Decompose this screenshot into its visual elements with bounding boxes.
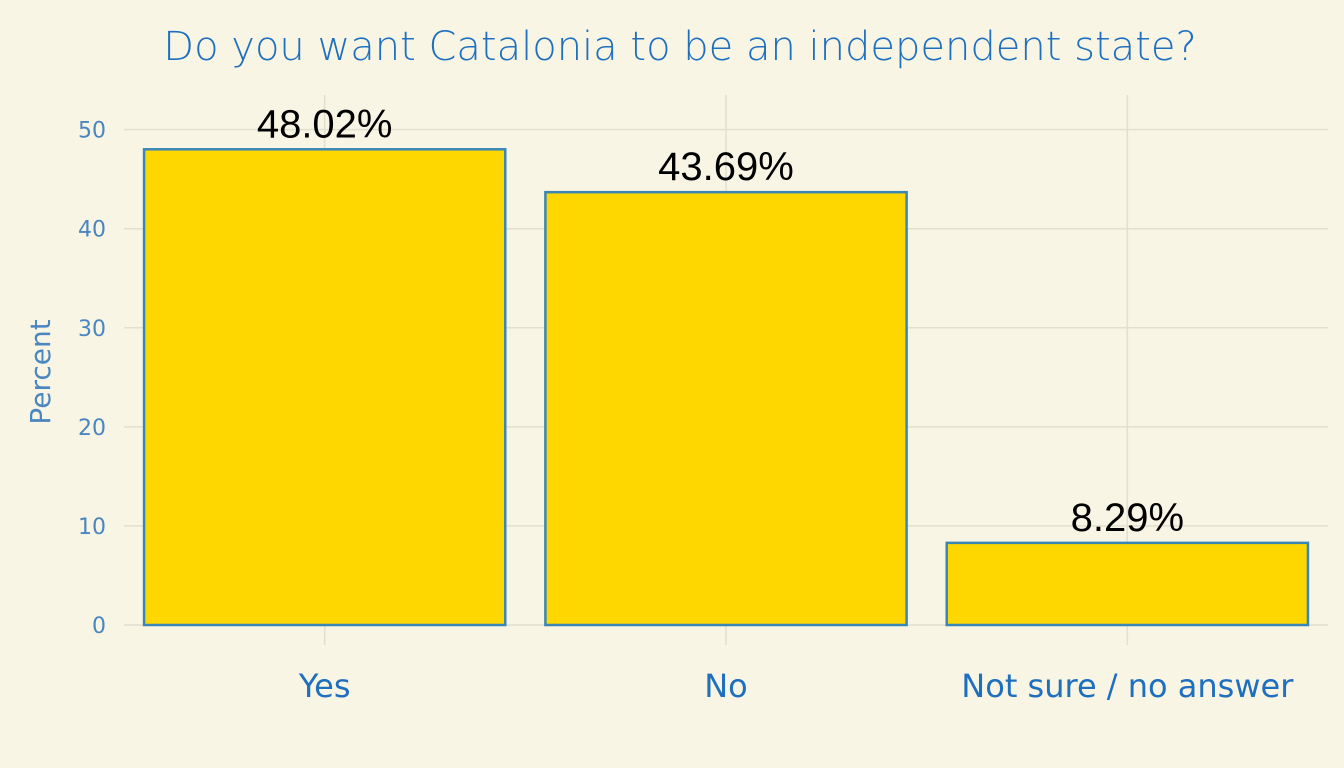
y-tick-label: 10 (78, 515, 106, 540)
x-tick-label-2: No (704, 667, 748, 705)
data-label-3: 8.29% (1071, 496, 1184, 540)
bar-2 (544, 190, 908, 627)
data-label-2: 43.69% (658, 145, 794, 189)
y-tick-label: 40 (78, 218, 106, 243)
bar-1 (142, 148, 507, 627)
y-axis-ticks: 0 10 20 30 40 50 (78, 119, 106, 639)
bar-3 (945, 541, 1310, 627)
x-tick-label-1: Yes (298, 667, 351, 705)
y-tick-label: 0 (92, 614, 106, 639)
chart-title: Do you want Catalonia to be an independe… (163, 24, 1196, 70)
data-labels: 48.02% 43.69% 8.29% (257, 102, 1184, 540)
x-tick-label-3: Not sure / no answer (961, 667, 1294, 705)
y-tick-label: 20 (78, 416, 106, 441)
y-tick-label: 50 (78, 119, 106, 144)
data-label-1: 48.02% (257, 102, 393, 146)
bars (142, 148, 1310, 627)
y-axis-label: Percent (24, 319, 57, 424)
y-tick-label: 30 (78, 317, 106, 342)
x-axis-ticks: Yes No Not sure / no answer (298, 667, 1294, 705)
